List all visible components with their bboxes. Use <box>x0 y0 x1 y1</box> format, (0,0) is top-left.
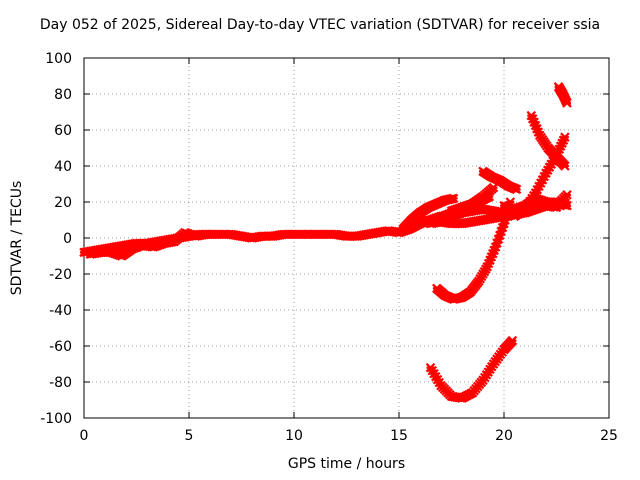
data-point <box>562 98 572 108</box>
y-tick-label: 60 <box>54 123 72 139</box>
data-point <box>201 229 211 240</box>
data-point <box>562 190 572 200</box>
x-tick-label: 0 <box>80 428 89 444</box>
x-tick-label: 15 <box>390 428 408 444</box>
data-series <box>509 132 570 222</box>
x-tick-label: 25 <box>600 428 618 444</box>
x-tick-label: 10 <box>285 428 303 444</box>
y-tick-label: -20 <box>49 267 72 283</box>
data-point <box>505 197 516 207</box>
data-series <box>526 110 570 171</box>
data-series <box>478 166 522 195</box>
data-series <box>553 82 572 108</box>
data-series <box>85 227 211 261</box>
data-series <box>398 193 459 234</box>
y-tick-label: -100 <box>40 411 72 427</box>
y-tick-label: 0 <box>63 231 72 247</box>
data-point <box>507 335 518 346</box>
data-point <box>448 193 459 204</box>
y-tick-label: -80 <box>49 375 72 391</box>
data-point <box>560 132 570 142</box>
y-axis-label: SDTVAR / TECUs <box>9 180 25 296</box>
x-tick-label: 20 <box>495 428 513 444</box>
y-tick-label: 40 <box>54 159 72 175</box>
data-series <box>446 182 499 216</box>
data-series <box>541 190 572 211</box>
y-tick-label: 80 <box>54 87 72 103</box>
y-tick-label: 20 <box>54 195 72 211</box>
y-tick-label: -40 <box>49 303 72 319</box>
data-point <box>488 182 499 193</box>
data-series <box>432 197 516 304</box>
x-axis-label: GPS time / hours <box>287 456 406 472</box>
chart-title: Day 052 of 2025, Sidereal Day-to-day VTE… <box>39 17 601 33</box>
x-tick-label: 5 <box>185 428 194 444</box>
data-point <box>511 184 522 195</box>
data-point <box>560 161 570 171</box>
y-tick-label: -60 <box>49 339 72 355</box>
y-tick-label: 100 <box>45 51 72 67</box>
data-series <box>425 335 518 403</box>
